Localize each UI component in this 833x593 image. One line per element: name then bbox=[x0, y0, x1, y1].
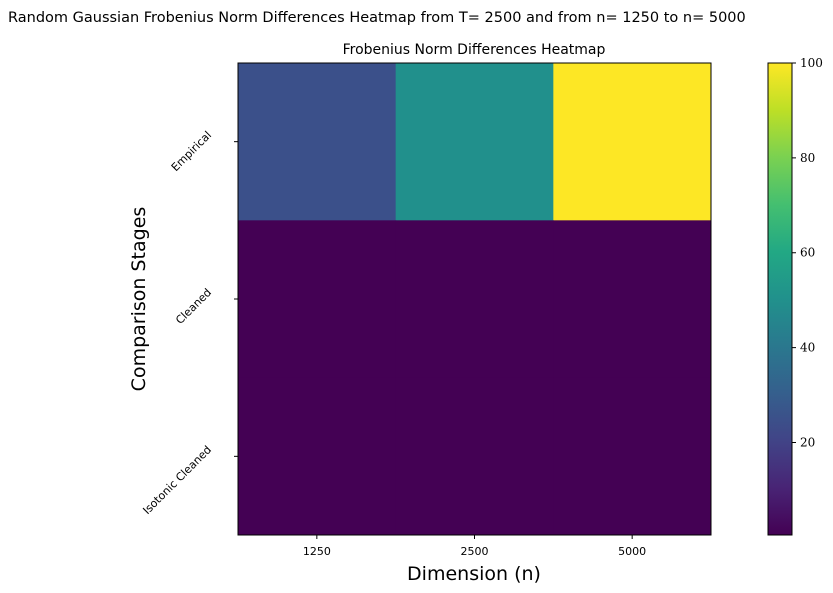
heatmap-cell bbox=[395, 377, 554, 536]
y-tick-label: Empirical bbox=[169, 129, 214, 174]
colorbar-tick-label: 40 bbox=[800, 341, 815, 355]
colorbar-tick-label: 80 bbox=[800, 151, 815, 165]
figure-suptitle: Random Gaussian Frobenius Norm Differenc… bbox=[8, 10, 746, 26]
heatmap-cell bbox=[238, 220, 397, 379]
colorbar-tick-label: 20 bbox=[800, 435, 815, 449]
plot-title: Frobenius Norm Differences Heatmap bbox=[343, 42, 606, 58]
heatmap-cell bbox=[553, 220, 712, 379]
y-tick-label: Isotonic Cleaned bbox=[140, 443, 214, 517]
heatmap-cells bbox=[238, 63, 712, 536]
x-axis-ticks: 1250 2500 5000 bbox=[303, 535, 646, 558]
heatmap-cell bbox=[553, 63, 712, 221]
colorbar-ticks: 20 40 60 80 100 bbox=[792, 56, 823, 449]
y-tick-label: Cleaned bbox=[173, 286, 214, 327]
heatmap-cell bbox=[395, 220, 554, 379]
x-axis-label: Dimension (n) bbox=[407, 563, 541, 585]
colorbar-tick-label: 100 bbox=[800, 56, 823, 70]
y-axis-label: Comparison Stages bbox=[128, 207, 150, 392]
heatmap-cell bbox=[395, 63, 554, 221]
x-tick-label: 5000 bbox=[618, 545, 646, 558]
colorbar bbox=[767, 62, 793, 536]
y-axis-ticks: Empirical Cleaned Isotonic Cleaned bbox=[140, 129, 238, 517]
x-tick-label: 2500 bbox=[461, 545, 489, 558]
heatmap-cell bbox=[238, 63, 397, 221]
x-tick-label: 1250 bbox=[303, 545, 331, 558]
colorbar-tick-label: 60 bbox=[800, 246, 815, 260]
heatmap-cell bbox=[553, 377, 712, 536]
heatmap-cell bbox=[238, 377, 397, 536]
